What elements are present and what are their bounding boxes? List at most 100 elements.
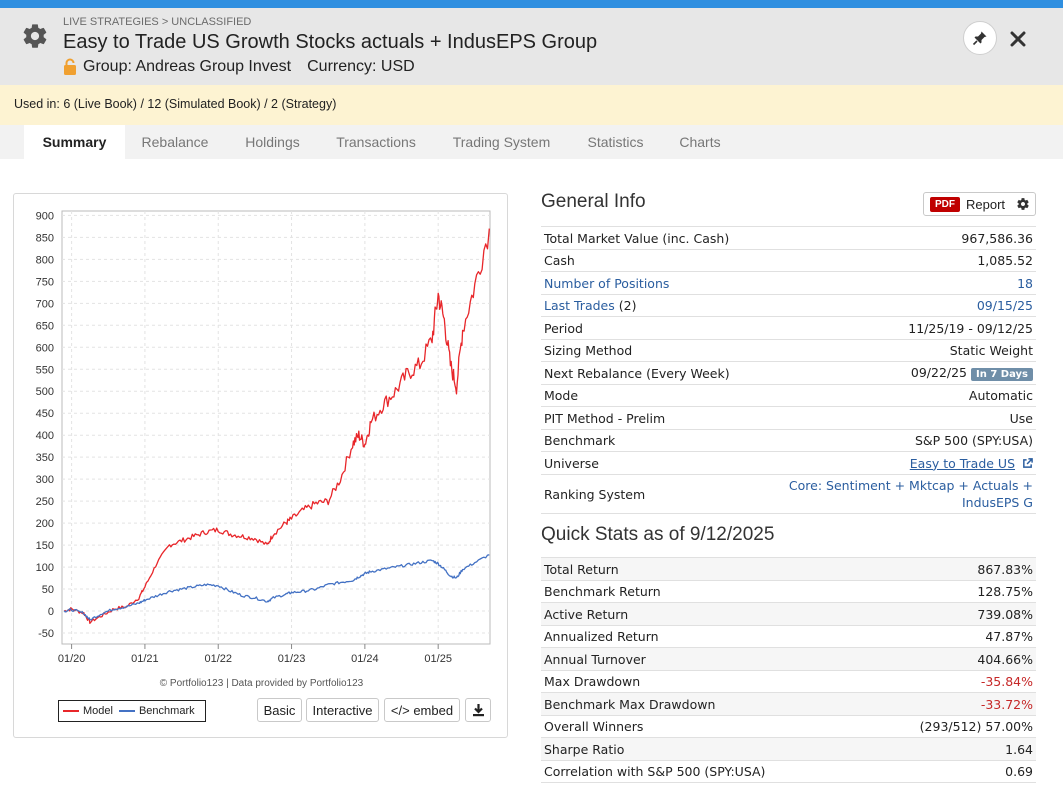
tab-trading-system[interactable]: Trading System <box>452 134 551 150</box>
row-value: 1,085.52 <box>755 249 1036 272</box>
table-row: Annualized Return 47.87% <box>541 625 1036 648</box>
last-trades-date-link[interactable]: 09/15/25 <box>755 294 1036 317</box>
model-series-line <box>63 228 490 625</box>
download-icon <box>472 704 484 717</box>
row-label: Benchmark Return <box>541 580 866 603</box>
row-label: Total Market Value (inc. Cash) <box>541 226 756 250</box>
report-label: Report <box>966 196 1006 212</box>
row-label: Sharpe Ratio <box>541 737 866 761</box>
row-label: Next Rebalance (Every Week) <box>541 361 756 385</box>
page-title: Easy to Trade US Growth Stocks actuals +… <box>63 31 598 53</box>
legend-model-swatch <box>63 710 79 712</box>
row-value: 404.66% <box>865 647 1036 671</box>
y-tick-label: 300 <box>36 474 54 486</box>
last-trades-link[interactable]: Last Trades <box>544 298 615 313</box>
external-link-icon[interactable] <box>1022 457 1033 469</box>
tab-bar: Summary Rebalance Holdings Transactions … <box>0 125 1063 159</box>
legend-model-label: Model <box>83 705 113 717</box>
row-value: 09/22/25 <box>910 365 968 380</box>
general-info-title: General Info <box>541 191 646 212</box>
y-tick-label: 600 <box>36 342 54 354</box>
currency-label: Currency: USD <box>307 58 415 75</box>
pin-icon <box>972 31 987 46</box>
close-icon <box>1010 31 1026 47</box>
quick-stats-title: Quick Stats as of 9/12/2025 <box>541 524 775 545</box>
y-tick-label: 0 <box>48 606 54 618</box>
gear-icon[interactable] <box>21 22 49 50</box>
row-value: -33.72% <box>865 692 1036 716</box>
lock-icon <box>64 58 76 75</box>
table-row: Total Return 867.83% <box>541 557 1036 581</box>
row-value: 867.83% <box>865 557 1036 581</box>
pdf-report-button[interactable]: PDF Report <box>923 192 1012 216</box>
report-settings-button[interactable] <box>1011 192 1036 216</box>
x-tick-label: 01/24 <box>351 653 379 665</box>
row-value: S&P 500 (SPY:USA) <box>755 429 1036 452</box>
table-row: Number of Positions 18 <box>541 271 1036 295</box>
table-row: Cash 1,085.52 <box>541 249 1036 272</box>
x-tick-label: 01/20 <box>58 653 86 665</box>
table-row: PIT Method - Prelim Use <box>541 406 1036 430</box>
universe-link[interactable]: Easy to Trade US <box>909 455 1016 471</box>
y-tick-label: 500 <box>36 386 54 398</box>
x-tick-label: 01/21 <box>131 653 159 665</box>
tab-transactions[interactable]: Transactions <box>336 134 416 150</box>
tab-summary[interactable]: Summary <box>24 125 125 159</box>
ranking-system-line-1: Core: Sentiment + Mktcap + Actuals + <box>788 478 1033 493</box>
tab-rebalance[interactable]: Rebalance <box>141 134 209 150</box>
row-label: Max Drawdown <box>541 670 866 693</box>
breadcrumb[interactable]: LIVE STRATEGIES > UNCLASSIFIED <box>63 16 252 28</box>
y-tick-label: 750 <box>36 276 54 288</box>
row-label: Benchmark <box>541 429 756 452</box>
performance-chart[interactable]: 9008508007507006506005505004504003503002… <box>14 194 509 674</box>
row-value: Use <box>755 406 1036 430</box>
row-label: Annualized Return <box>541 625 866 648</box>
y-tick-label: 400 <box>36 430 54 442</box>
tab-statistics[interactable]: Statistics <box>587 134 644 150</box>
y-tick-label: -50 <box>38 628 54 640</box>
table-row: Max Drawdown -35.84% <box>541 670 1036 693</box>
row-value: 11/25/19 - 09/12/25 <box>755 316 1036 340</box>
pin-button[interactable] <box>963 21 997 55</box>
y-tick-label: 250 <box>36 496 54 508</box>
tab-charts[interactable]: Charts <box>679 134 721 150</box>
y-tick-label: 800 <box>36 254 54 266</box>
row-label: Total Return <box>541 557 866 581</box>
y-tick-label: 200 <box>36 518 54 530</box>
legend-benchmark-label: Benchmark <box>138 705 195 717</box>
positions-value-link[interactable]: 18 <box>755 271 1036 295</box>
legend-model[interactable]: Model <box>63 705 113 717</box>
row-value: 739.08% <box>865 602 1036 626</box>
group-label: Group: Andreas Group Invest <box>83 58 292 75</box>
y-tick-label: 100 <box>36 562 54 574</box>
table-row: Ranking System Core: Sentiment + Mktcap … <box>541 474 1036 514</box>
row-label: Mode <box>541 384 756 407</box>
y-tick-label: 650 <box>36 320 54 332</box>
row-value: (293/512) 57.00% <box>865 715 1036 738</box>
legend-benchmark[interactable]: Benchmark <box>118 705 195 717</box>
y-tick-label: 50 <box>42 584 54 596</box>
strategy-meta: Group: Andreas Group Invest Currency: US… <box>63 58 415 76</box>
ranking-system-line-2: IndusEPS G <box>961 495 1033 510</box>
ranking-system-link[interactable]: Core: Sentiment + Mktcap + Actuals + Indu… <box>755 474 1036 514</box>
pdf-icon: PDF <box>930 196 960 212</box>
tab-holdings[interactable]: Holdings <box>245 134 300 150</box>
row-label: Overall Winners <box>541 715 866 738</box>
positions-link[interactable]: Number of Positions <box>541 271 756 295</box>
row-label: Sizing Method <box>541 339 756 362</box>
table-row: Mode Automatic <box>541 384 1036 407</box>
benchmark-series-line <box>63 554 490 621</box>
x-tick-label: 01/22 <box>204 653 232 665</box>
row-label: Period <box>541 316 756 340</box>
close-button[interactable] <box>1006 27 1030 51</box>
y-tick-label: 700 <box>36 298 54 310</box>
plot-area <box>61 210 491 645</box>
download-chart-button[interactable] <box>465 698 491 722</box>
table-row: Benchmark Return 128.75% <box>541 580 1036 603</box>
interactive-chart-button[interactable]: Interactive <box>306 698 379 722</box>
used-in-banner: Used in: 6 (Live Book) / 12 (Simulated B… <box>0 85 1063 125</box>
basic-chart-button[interactable]: Basic <box>257 698 302 722</box>
x-tick-label: 01/23 <box>278 653 306 665</box>
strategy-header: LIVE STRATEGIES > UNCLASSIFIED Easy to T… <box>0 8 1063 85</box>
embed-chart-button[interactable]: </> embed <box>384 698 460 722</box>
